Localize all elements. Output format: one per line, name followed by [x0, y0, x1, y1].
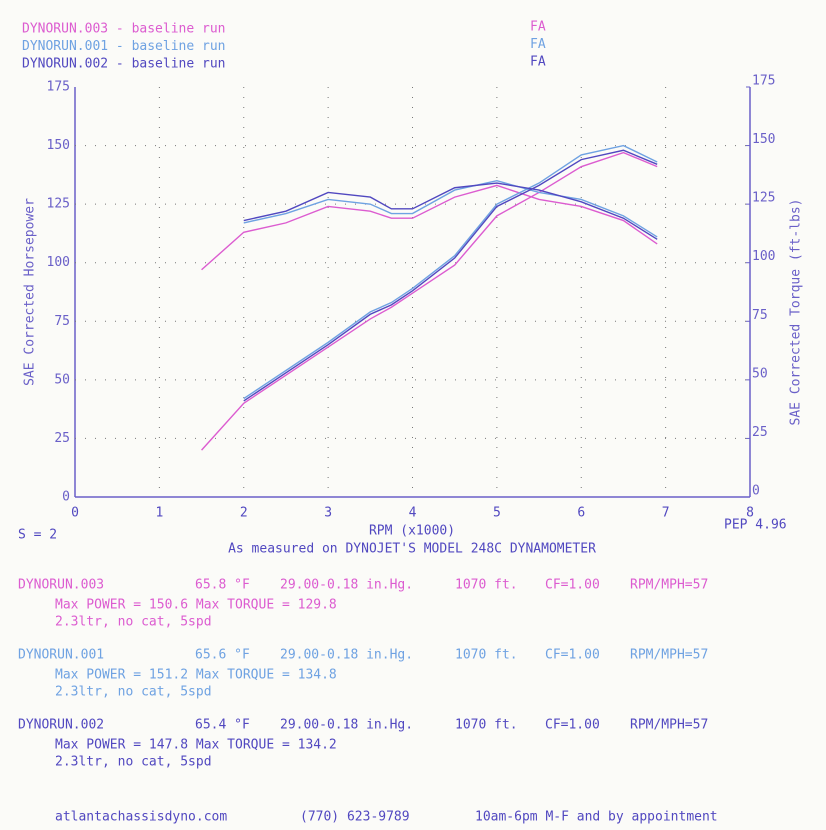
smoothing: S = 2 [18, 528, 57, 543]
x-tick-label: 7 [662, 506, 670, 521]
run-alt: 1070 ft. [455, 718, 518, 733]
run-baro: 29.00-0.18 in.Hg. [280, 578, 413, 593]
y-tick-label: 175 [47, 80, 70, 95]
x-axis-label: RPM (x1000) [369, 524, 455, 539]
y2-tick-label: 50 [752, 366, 768, 381]
hp-line [243, 144, 658, 400]
legend-operator: FA [530, 55, 546, 70]
chart-title: As measured on DYNOJET'S MODEL 248C DYNA… [228, 542, 596, 557]
y2-axis-label: SAE Corrected Torque (ft-lbs) [789, 199, 804, 426]
run-max: Max POWER = 150.6 Max TORQUE = 129.8 [55, 598, 337, 613]
legend-name: DYNORUN.001 - baseline run [22, 39, 226, 54]
version: PEP 4.96 [724, 518, 787, 533]
x-tick-label: 3 [324, 506, 332, 521]
x-tick-label: 2 [240, 506, 248, 521]
y2-tick-label: 0 [752, 484, 760, 499]
run-ratio: RPM/MPH=57 [630, 718, 708, 733]
legend-name: DYNORUN.002 - baseline run [22, 57, 226, 72]
y2-tick-label: 100 [752, 249, 775, 264]
y-tick-label: 125 [47, 197, 70, 212]
run-name: DYNORUN.001 [18, 648, 104, 663]
run-alt: 1070 ft. [455, 648, 518, 663]
y-tick-label: 50 [54, 372, 70, 387]
x-tick-label: 8 [746, 506, 754, 521]
run-ratio: RPM/MPH=57 [630, 648, 708, 663]
x-tick-label: 0 [71, 506, 79, 521]
run-cf: CF=1.00 [545, 578, 600, 593]
run-baro: 29.00-0.18 in.Hg. [280, 718, 413, 733]
run-config: 2.3ltr, no cat, 5spd [55, 755, 212, 770]
run-cf: CF=1.00 [545, 648, 600, 663]
y-tick-label: 150 [47, 138, 70, 153]
torque-line [243, 179, 658, 238]
run-config: 2.3ltr, no cat, 5spd [55, 685, 212, 700]
y2-tick-label: 175 [752, 74, 775, 89]
run-ratio: RPM/MPH=57 [630, 578, 708, 593]
y-tick-label: 100 [47, 255, 70, 270]
x-tick-label: 6 [577, 506, 585, 521]
x-tick-label: 5 [493, 506, 501, 521]
hp-line [243, 149, 658, 402]
footer-website: atlantachassisdyno.com [55, 810, 227, 825]
hp-line [201, 151, 658, 451]
y2-tick-label: 75 [752, 308, 768, 323]
run-name: DYNORUN.003 [18, 578, 104, 593]
y-tick-label: 25 [54, 431, 70, 446]
run-max: Max POWER = 147.8 Max TORQUE = 134.2 [55, 738, 337, 753]
run-config: 2.3ltr, no cat, 5spd [55, 615, 212, 630]
y2-tick-label: 150 [752, 132, 775, 147]
y2-tick-label: 25 [752, 425, 768, 440]
run-temp: 65.4 °F [195, 718, 250, 733]
x-tick-label: 1 [155, 506, 163, 521]
run-cf: CF=1.00 [545, 718, 600, 733]
run-temp: 65.8 °F [195, 578, 250, 593]
torque-line [201, 184, 658, 271]
run-max: Max POWER = 151.2 Max TORQUE = 134.8 [55, 668, 337, 683]
y-tick-label: 75 [54, 314, 70, 329]
legend-operator: FA [530, 20, 546, 35]
x-tick-label: 4 [409, 506, 417, 521]
y-axis-label: SAE Corrected Horsepower [23, 198, 38, 386]
run-temp: 65.6 °F [195, 648, 250, 663]
footer-hours: 10am-6pm M-F and by appointment [475, 810, 718, 825]
y2-tick-label: 125 [752, 191, 775, 206]
run-alt: 1070 ft. [455, 578, 518, 593]
legend-name: DYNORUN.003 - baseline run [22, 22, 226, 37]
y-tick-label: 0 [62, 490, 70, 505]
footer-phone: (770) 623-9789 [300, 810, 410, 825]
torque-line [243, 182, 658, 240]
run-baro: 29.00-0.18 in.Hg. [280, 648, 413, 663]
legend-operator: FA [530, 37, 546, 52]
run-name: DYNORUN.002 [18, 718, 104, 733]
